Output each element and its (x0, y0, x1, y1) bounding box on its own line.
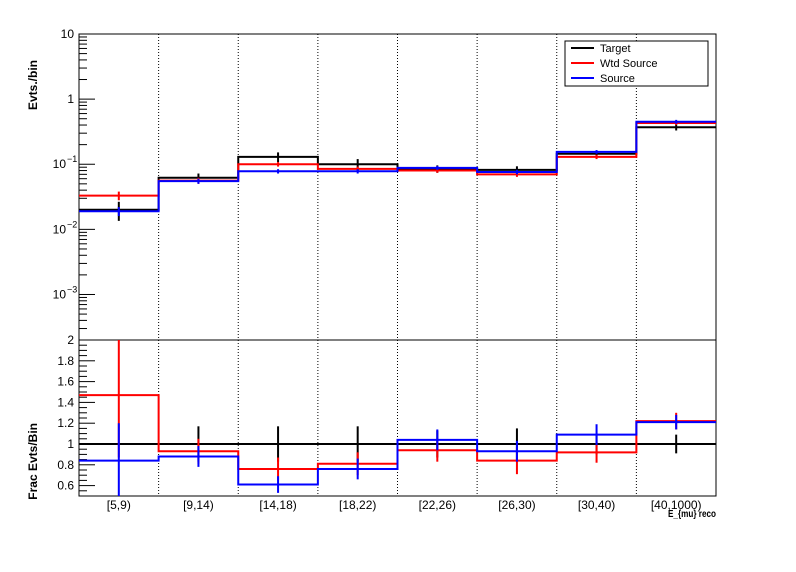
top-y-axis-label: Evts./bin (26, 60, 40, 110)
x-tick-label: [40,1000) (651, 498, 702, 512)
y-tick-label: 1 (67, 437, 74, 451)
bottom-y-axis: 0.6 0.8 1 1.2 1.4 1.6 1.8 2 (57, 333, 95, 497)
y-tick-label: 1.4 (57, 395, 74, 409)
y-tick-label: 10 (53, 157, 67, 171)
y-tick-label: 0.8 (57, 458, 74, 472)
x-axis-tick-labels: [5,9) [9,14) [14,18) [18,22) [22,26) [26,30) [… (107, 498, 702, 512)
legend-label: Target (600, 43, 631, 55)
y-tick-label: 1 (67, 92, 74, 106)
bottom-panel: 0.6 0.8 1 1.2 1.4 1.6 1.8 2 Frac Evts/Bin (26, 333, 717, 500)
legend: Target Wtd Source Source (564, 40, 709, 87)
legend-label: Wtd Source (600, 58, 657, 70)
x-axis-label: E_{mu} reco (668, 509, 716, 520)
legend-label: Source (600, 73, 635, 85)
x-tick-label: [26,30) (498, 498, 535, 512)
y-tick-label-exponent: −1 (67, 154, 77, 164)
legend-items: Target Wtd Source Source (571, 43, 657, 85)
y-tick-label: 2 (67, 333, 74, 347)
bottom-y-axis-label: Frac Evts/Bin (26, 423, 40, 500)
bottom-series-group (79, 340, 716, 496)
y-tick-label: 0.6 (57, 479, 74, 493)
y-tick-label: 10 (53, 287, 67, 301)
y-tick-label: 1.8 (57, 354, 74, 368)
x-tick-label: [22,26) (419, 498, 456, 512)
x-tick-label: [30,40) (578, 498, 615, 512)
y-tick-label: 10 (53, 222, 67, 236)
y-tick-label: 10 (61, 27, 75, 41)
top-series-group (79, 119, 716, 221)
x-tick-label: [9,14) (183, 498, 214, 512)
y-tick-label-exponent: −3 (67, 284, 77, 294)
x-tick-label: [5,9) (107, 498, 131, 512)
y-tick-label: 1.2 (57, 416, 74, 430)
top-gridlines (158, 34, 637, 340)
x-tick-label: [14,18) (259, 498, 296, 512)
series-line-source (79, 120, 716, 213)
y-tick-label-exponent: −2 (67, 219, 77, 229)
x-tick-label: [18,22) (339, 498, 376, 512)
y-tick-label: 1.6 (57, 375, 74, 389)
